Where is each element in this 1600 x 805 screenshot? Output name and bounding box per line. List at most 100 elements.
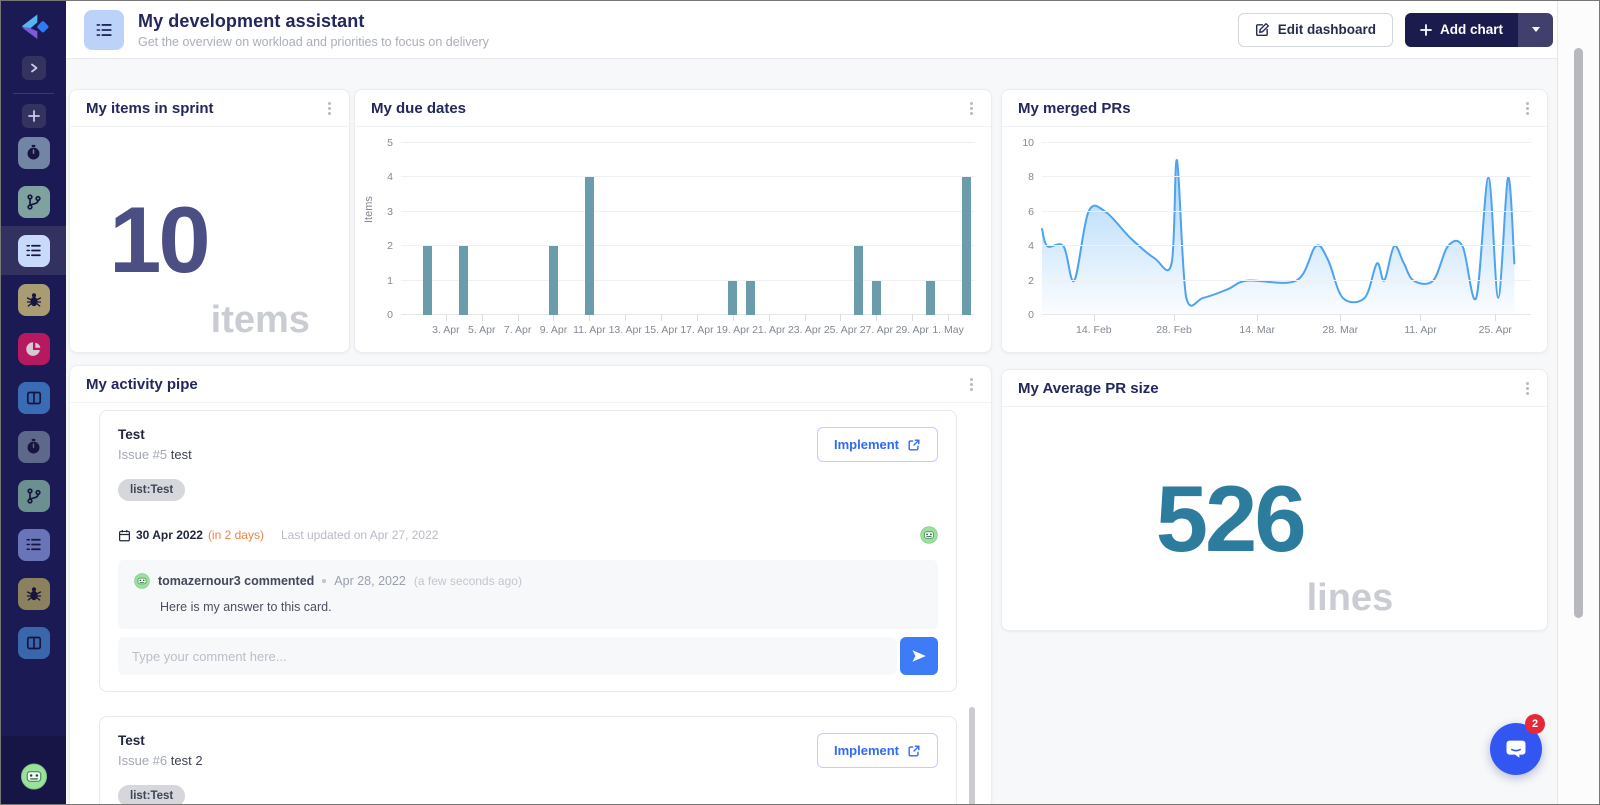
implement-button[interactable]: Implement: [816, 427, 938, 462]
activity-item: Test Issue #6 test 2 Implement list:Test: [99, 716, 957, 804]
issue-ref: Issue #6: [118, 753, 168, 768]
comment-body: Here is my answer to this card.: [160, 600, 332, 614]
x-tick-mark: [553, 315, 555, 321]
gridline: [401, 210, 975, 212]
sidebar-item-board-2[interactable]: [1, 618, 66, 667]
x-tick-label: 3. Apr: [432, 324, 460, 336]
x-tick-label: 11. Apr: [573, 324, 606, 336]
last-updated: Last updated on Apr 27, 2022: [280, 528, 439, 542]
add-dashboard-button[interactable]: [21, 104, 46, 128]
comment-date: Apr 28, 2022: [334, 574, 406, 588]
kebab-menu-icon[interactable]: [328, 106, 331, 110]
sidebar-item-bug-2[interactable]: [1, 569, 66, 618]
y-tick-label: 2: [387, 240, 393, 253]
merged-prs-plot: 0 2 4 6 8 10: [1022, 137, 1531, 321]
sidebar-item-git-2[interactable]: [1, 471, 66, 520]
kebab-menu-icon[interactable]: [970, 382, 973, 386]
x-tick-mark: [625, 315, 627, 321]
x-tick-label: 17. Apr: [680, 324, 714, 336]
chat-launcher-button[interactable]: [1490, 723, 1542, 775]
x-tick-label: 25. Apr: [1478, 324, 1512, 336]
x-tick-label: 23. Apr: [787, 324, 822, 336]
sidebar-collapse-button[interactable]: [21, 56, 46, 80]
edit-dashboard-button[interactable]: Edit dashboard: [1237, 12, 1393, 47]
timer-icon: [27, 438, 40, 454]
activity-scrollbar-thumb[interactable]: [969, 707, 975, 804]
x-tick-label: 28. Feb: [1156, 324, 1192, 336]
x-tick-mark: [768, 315, 770, 321]
x-tick-mark: [1495, 315, 1497, 321]
chevron-down-icon: [1531, 27, 1540, 32]
due-dates-plot: 0 1 2 3 4 5: [387, 137, 975, 321]
card-my-activity-pipe: My activity pipe Test Issue #5 test Impl…: [69, 365, 992, 804]
x-tick-mark: [804, 315, 806, 321]
kebab-menu-icon[interactable]: [1526, 106, 1529, 110]
sidebar-item-git-1[interactable]: [1, 177, 66, 226]
sidebar-item-pie-1[interactable]: [1, 324, 66, 373]
item-title: Test: [118, 733, 145, 748]
comment-input[interactable]: [118, 637, 897, 675]
x-tick-mark: [876, 315, 878, 321]
sidebar-item-tasklist-2[interactable]: [1, 520, 66, 569]
implement-button[interactable]: Implement: [816, 733, 938, 768]
x-tick-label: 9. Apr: [539, 324, 568, 336]
bug-icon: [26, 292, 41, 307]
sidebar-item-bug-1[interactable]: [1, 275, 66, 324]
sidebar-item-timer-2[interactable]: [1, 422, 66, 471]
x-tick-label: 19. Apr: [716, 324, 750, 336]
x-tick-mark: [912, 315, 914, 321]
gridline: [1042, 279, 1531, 281]
dashboard-icon: [84, 9, 124, 50]
x-tick-label: 14. Mar: [1239, 324, 1275, 336]
app-logo-icon[interactable]: [14, 9, 54, 49]
add-chart-dropdown-button[interactable]: [1518, 12, 1553, 47]
sidebar-item-timer-1[interactable]: [1, 128, 66, 177]
card-title: My merged PRs: [1018, 99, 1131, 117]
x-tick-label: 27. Apr: [859, 324, 893, 336]
x-tick-mark: [1093, 315, 1095, 321]
item-title: Test: [118, 427, 145, 442]
kebab-menu-icon[interactable]: [970, 106, 973, 110]
page-scrollbar-thumb[interactable]: [1574, 48, 1583, 618]
x-tick-label: 1. May: [932, 324, 964, 336]
due-date: 30 Apr 2022: [136, 528, 203, 542]
kebab-menu-icon[interactable]: [1526, 386, 1529, 390]
sidebar-item-board-1[interactable]: [1, 373, 66, 422]
bar-26. Apr: [853, 246, 863, 315]
issue-name: test 2: [170, 753, 203, 768]
x-tick-label: 25. Apr: [823, 324, 858, 336]
send-comment-button[interactable]: [900, 637, 938, 675]
bar-2. Apr: [423, 246, 433, 315]
kanban-board-icon: [26, 391, 41, 404]
x-tick-label: 21. Apr: [752, 324, 786, 336]
x-tick-mark: [481, 315, 483, 321]
gridline: [1042, 210, 1531, 212]
bar-11. Apr: [584, 177, 594, 315]
card-title: My activity pipe: [86, 375, 198, 393]
x-tick-mark: [445, 315, 447, 321]
bar-27. Apr: [871, 280, 881, 315]
bar-9. Apr: [548, 246, 558, 315]
comment: tomazernour3 commented Apr 28, 2022 (a f…: [118, 560, 938, 629]
pr-size-value: 526: [1155, 465, 1307, 571]
gridline: [401, 142, 975, 143]
merged-prs-line: [1042, 143, 1531, 315]
x-tick-mark: [732, 315, 734, 321]
y-tick-label: 4: [387, 171, 393, 184]
gridline: [401, 279, 975, 281]
bar-2. May: [961, 177, 971, 315]
bar-20. Apr: [746, 280, 756, 315]
sidebar-item-tasklist-1-active[interactable]: [1, 226, 66, 275]
gridline: [401, 245, 975, 247]
timer-icon: [27, 144, 40, 160]
bar-19. Apr: [728, 280, 738, 315]
x-tick-label: 28. Mar: [1322, 324, 1359, 336]
gridline: [1042, 176, 1531, 178]
gridline: [1042, 314, 1531, 315]
add-chart-button[interactable]: Add chart: [1404, 12, 1518, 47]
user-avatar[interactable]: [20, 763, 47, 790]
chat-bubble-icon: [1506, 740, 1526, 758]
chevron-right-icon: [30, 63, 37, 73]
activity-item: Test Issue #5 test Implement list:Test 3…: [99, 410, 957, 692]
